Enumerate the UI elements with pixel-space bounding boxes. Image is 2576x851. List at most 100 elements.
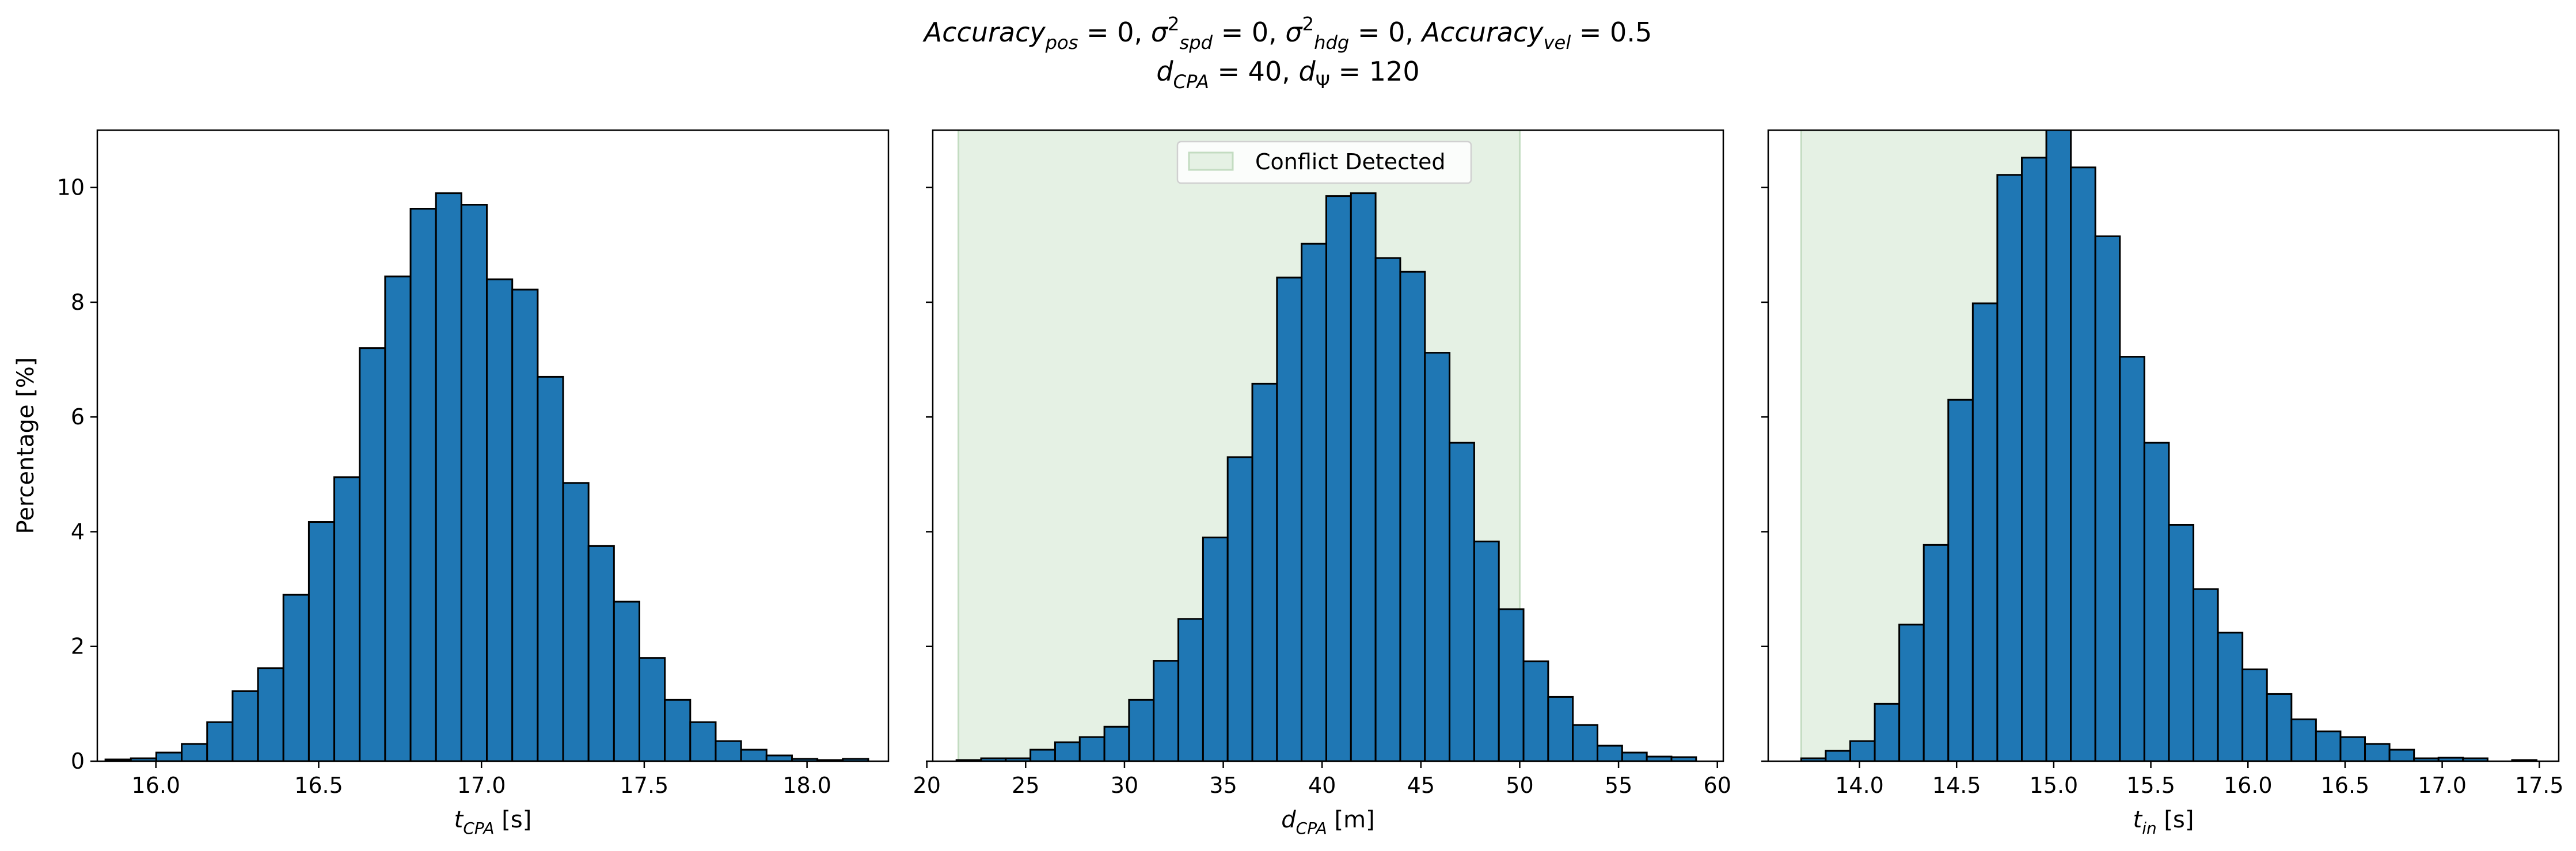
- title-line-1: Accuracypos = 0, σ2spd = 0, σ2hdg = 0, A…: [922, 13, 1652, 54]
- legend-box: [1176, 140, 1472, 184]
- histogram-bar: [765, 754, 793, 761]
- histogram-bar: [1825, 750, 1851, 761]
- histogram-bar: [206, 721, 234, 761]
- panel-t-cpa: 16.0 16.5 17.0 17.5 18.0 0 2 4 6 8 10 tCPA [s] Perce…: [13, 129, 890, 838]
- x-tick-label: 55: [1605, 773, 1632, 798]
- histogram-bar: [1103, 725, 1130, 761]
- histogram-bar: [435, 192, 462, 761]
- x-tick-label: 17.0: [2418, 773, 2467, 798]
- x-tick-label: 16.0: [2224, 773, 2273, 798]
- histogram-bar: [537, 375, 564, 761]
- figure-title: Accuracypos = 0, σ2spd = 0, σ2hdg = 0, A…: [922, 13, 1652, 93]
- y-tick-label: 8: [71, 290, 85, 315]
- histogram-bar: [1054, 741, 1081, 761]
- histogram-bar: [409, 208, 437, 761]
- x-tick-label: 17.5: [620, 773, 669, 798]
- x-tick-label: 30: [1111, 773, 1138, 798]
- x-tick-label: 15.5: [2126, 773, 2175, 798]
- histogram-bar: [2241, 668, 2268, 761]
- title-line-2: dCPA = 40, dΨ = 120: [1156, 56, 1419, 93]
- y-axis-label: Percentage [%]: [13, 358, 39, 534]
- histogram-bar: [460, 204, 488, 761]
- plot-area: [104, 192, 869, 761]
- histogram-bar: [1522, 660, 1549, 761]
- histogram-bar: [1325, 195, 1352, 761]
- legend-swatch: [1188, 151, 1234, 171]
- histogram-bar: [1996, 174, 2023, 761]
- histogram-bar: [359, 347, 386, 761]
- histogram-bar: [231, 690, 259, 761]
- x-tick-label: 25: [1012, 773, 1039, 798]
- y-tick-label: 6: [71, 404, 85, 430]
- histogram-bar: [1473, 540, 1500, 761]
- histogram-bar: [1498, 608, 1525, 761]
- histogram-bar: [333, 476, 361, 761]
- histogram-bar: [1251, 382, 1278, 761]
- histogram-bar: [257, 667, 284, 761]
- plot-area: [1800, 130, 2538, 761]
- histogram-bar: [1898, 624, 1925, 761]
- histogram-bar: [1547, 696, 1574, 761]
- histogram-bar: [2217, 632, 2244, 761]
- x-tick-label: 45: [1407, 773, 1435, 798]
- x-tick-label: 17.5: [2515, 773, 2564, 798]
- histogram-bar: [1128, 698, 1155, 761]
- x-tick-label: 14.0: [1835, 773, 1884, 798]
- histogram-bar: [1177, 618, 1204, 761]
- y-tick-label: 10: [57, 175, 85, 200]
- histogram-bar: [2070, 166, 2096, 761]
- histogram-bar: [1597, 744, 1623, 761]
- histogram-bar: [1276, 276, 1303, 761]
- x-axis-label: tin [s]: [2133, 807, 2194, 838]
- histogram-bar: [155, 751, 183, 761]
- histogram-bar: [1670, 756, 1697, 761]
- histogram-bar: [384, 275, 412, 761]
- axes-frame: [1767, 129, 2560, 762]
- x-tick-label: 40: [1308, 773, 1336, 798]
- axes-frame: [96, 129, 890, 762]
- histogram-bar: [2021, 157, 2047, 761]
- histogram-bar: [1424, 352, 1451, 761]
- x-tick-label: 16.5: [2321, 773, 2370, 798]
- x-tick-label: 16.5: [294, 773, 343, 798]
- histogram-bar: [1153, 660, 1180, 761]
- x-tick-label: 18.0: [782, 773, 831, 798]
- histogram-bar: [1226, 456, 1253, 761]
- histogram-bar: [1572, 724, 1599, 761]
- histogram-bar: [2266, 693, 2293, 761]
- histogram-bar: [486, 278, 514, 761]
- x-tick-label: 16.0: [131, 773, 180, 798]
- histogram-bar: [1399, 271, 1426, 761]
- histogram-bar: [1971, 302, 1999, 761]
- x-tick-label: 60: [1704, 773, 1731, 798]
- histogram-bar: [715, 740, 742, 761]
- panel-d-cpa: 20 25 30 35 40 45 50 55 60 dCPA [m] Conflict Detec…: [913, 129, 1731, 838]
- histogram-bar: [1078, 736, 1105, 761]
- histogram-bar: [639, 657, 666, 761]
- y-tick-label: 0: [71, 749, 85, 774]
- histogram-bar: [2364, 743, 2391, 761]
- histogram-bar: [587, 545, 615, 761]
- histogram-bar: [1301, 242, 1327, 761]
- histogram-bar: [511, 288, 539, 761]
- histogram-bar: [1947, 398, 1974, 761]
- y-tick-label: 2: [71, 634, 85, 659]
- x-tick-label: 20: [913, 773, 941, 798]
- x-tick-label: 17.0: [457, 773, 506, 798]
- histogram-bar: [1621, 751, 1648, 761]
- histogram-bar: [2143, 442, 2170, 761]
- x-axis-label: tCPA [s]: [454, 807, 532, 838]
- histogram-bar: [1374, 257, 1401, 761]
- axes-frame: [932, 129, 1724, 762]
- y-tick-label: 4: [71, 519, 85, 544]
- x-tick-label: 50: [1506, 773, 1533, 798]
- histogram-bar: [2119, 356, 2145, 761]
- histogram-bar: [664, 698, 692, 761]
- histogram-bar: [2290, 718, 2317, 761]
- histogram-bar: [2388, 749, 2415, 761]
- histogram-bar: [1874, 702, 1901, 761]
- histogram-bar: [2045, 130, 2072, 761]
- histogram-bar: [2168, 523, 2195, 761]
- histogram-bar: [613, 601, 641, 761]
